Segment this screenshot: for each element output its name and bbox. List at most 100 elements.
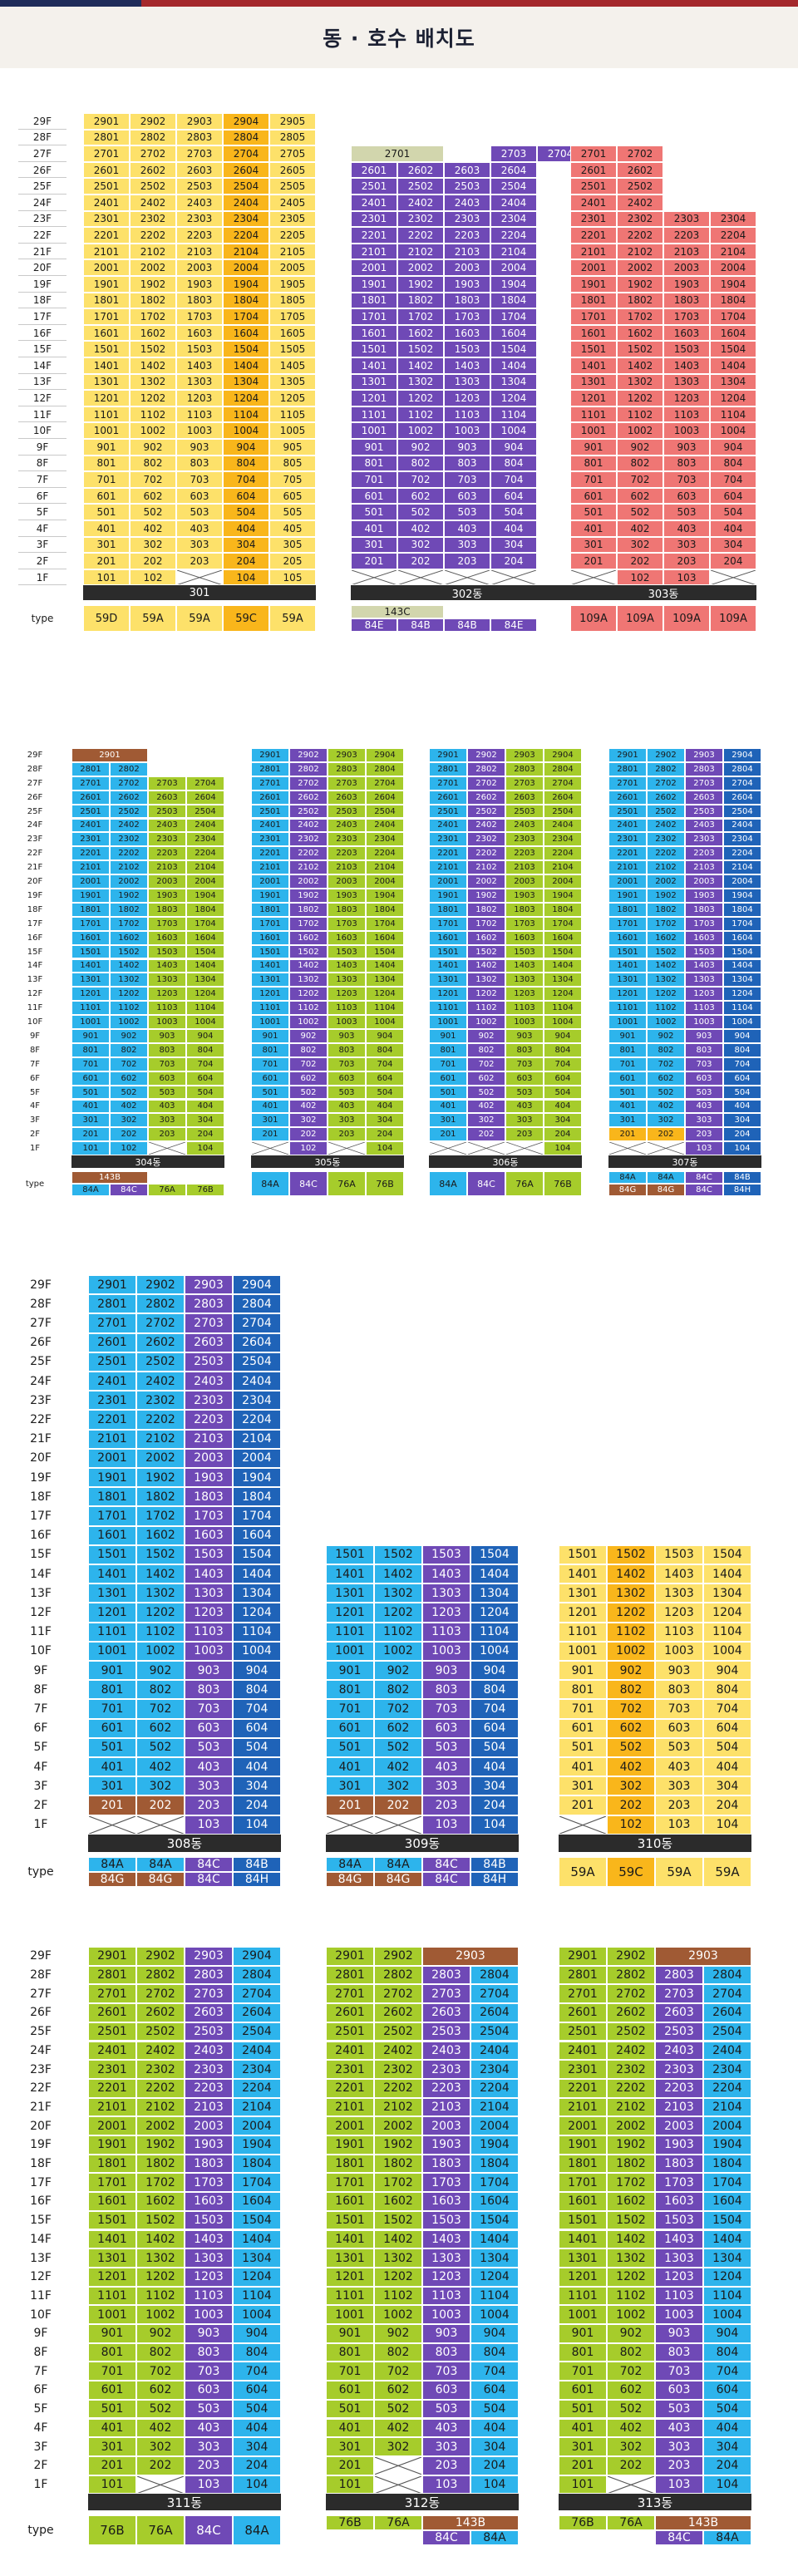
unit-cell[interactable]: 701: [351, 471, 397, 488]
unit-cell[interactable]: 1405: [269, 357, 316, 374]
unit-cell[interactable]: 902: [397, 439, 444, 456]
unit-cell[interactable]: 702: [617, 471, 663, 488]
unit-cell[interactable]: 804: [223, 455, 269, 472]
unit-cell[interactable]: 2203: [505, 846, 544, 861]
unit-cell[interactable]: 304: [470, 1776, 519, 1796]
unit-cell[interactable]: 1304: [366, 973, 404, 988]
unit-cell[interactable]: 2901: [251, 748, 289, 762]
unit-cell[interactable]: 301: [429, 1113, 467, 1128]
unit-cell[interactable]: 501: [326, 1737, 374, 1757]
unit-cell[interactable]: 1201: [559, 1603, 607, 1623]
unit-cell[interactable]: 2501: [608, 804, 647, 819]
unit-cell[interactable]: 2503: [148, 804, 186, 819]
unit-cell[interactable]: 502: [397, 504, 444, 520]
unit-cell[interactable]: 205: [269, 553, 316, 569]
unit-cell[interactable]: 1703: [422, 2173, 470, 2193]
unit-cell[interactable]: 1002: [136, 2305, 185, 2324]
unit-cell[interactable]: 1205: [269, 390, 316, 406]
unit-cell[interactable]: 1502: [617, 341, 663, 357]
unit-cell[interactable]: 2201: [608, 846, 647, 861]
unit-cell[interactable]: 903: [176, 439, 223, 456]
unit-cell[interactable]: 1602: [647, 930, 685, 945]
unit-cell[interactable]: 2703: [328, 776, 366, 791]
unit-cell[interactable]: 802: [130, 455, 176, 472]
unit-cell[interactable]: 2501: [251, 804, 289, 819]
unit-cell[interactable]: 404: [490, 520, 537, 537]
unit-cell[interactable]: 1801: [570, 292, 617, 309]
unit-cell[interactable]: 703: [176, 471, 223, 488]
unit-cell[interactable]: 2102: [607, 2097, 655, 2117]
unit-cell[interactable]: 2302: [617, 210, 663, 228]
unit-cell[interactable]: 602: [647, 1071, 685, 1086]
unit-cell[interactable]: 1303: [505, 973, 544, 988]
unit-cell[interactable]: 2604: [723, 790, 761, 805]
unit-cell[interactable]: 2704: [233, 1984, 281, 2004]
unit-cell[interactable]: 1505: [269, 341, 316, 357]
unit-cell[interactable]: 704: [470, 2362, 519, 2381]
unit-cell[interactable]: 2304: [723, 832, 761, 847]
unit-cell[interactable]: 1802: [397, 292, 444, 309]
unit-cell[interactable]: 1602: [397, 324, 444, 342]
unit-cell[interactable]: 2501: [559, 2022, 607, 2042]
unit-cell[interactable]: 602: [467, 1071, 505, 1086]
unit-cell[interactable]: 604: [490, 487, 537, 505]
unit-cell[interactable]: 1704: [723, 916, 761, 931]
unit-cell[interactable]: 2601: [608, 790, 647, 805]
unit-cell[interactable]: 1303: [176, 373, 223, 391]
unit-cell[interactable]: 1101: [88, 2286, 136, 2306]
unit-cell[interactable]: 1203: [422, 1603, 470, 1623]
unit-cell[interactable]: 2701: [88, 1984, 136, 2004]
unit-cell[interactable]: 2703: [490, 145, 537, 162]
unit-cell[interactable]: 604: [710, 487, 756, 505]
unit-cell[interactable]: 302: [647, 1113, 685, 1128]
unit-cell[interactable]: 601: [429, 1071, 467, 1086]
unit-cell[interactable]: 1202: [136, 2267, 185, 2287]
unit-cell[interactable]: 1302: [374, 1584, 422, 1603]
unit-cell[interactable]: 1004: [490, 422, 537, 439]
unit-cell[interactable]: 2501: [71, 804, 110, 819]
unit-cell[interactable]: 2303: [655, 2060, 703, 2079]
unit-cell[interactable]: 2401: [83, 195, 130, 211]
unit-cell[interactable]: 1501: [570, 341, 617, 357]
unit-cell[interactable]: 1801: [88, 2154, 136, 2174]
unit-cell[interactable]: 504: [233, 2399, 281, 2419]
unit-cell[interactable]: 503: [655, 1737, 703, 1757]
unit-cell[interactable]: 601: [88, 2381, 136, 2400]
unit-unavailable[interactable]: [88, 1815, 136, 1835]
unit-cell[interactable]: 2705: [269, 145, 316, 162]
unit-cell[interactable]: 1804: [703, 2154, 751, 2174]
unit-cell[interactable]: 2601: [88, 1332, 136, 1352]
unit-cell[interactable]: 2402: [607, 2041, 655, 2061]
unit-unavailable[interactable]: [505, 1141, 544, 1156]
unit-cell[interactable]: 2601: [326, 2003, 374, 2022]
unit-cell[interactable]: 301: [559, 2437, 607, 2456]
unit-cell[interactable]: 404: [233, 1757, 281, 1777]
unit-cell[interactable]: 103: [655, 2475, 703, 2495]
unit-cell[interactable]: 2402: [110, 818, 148, 833]
unit-cell[interactable]: 904: [233, 2324, 281, 2343]
unit-cell[interactable]: 2503: [655, 2022, 703, 2042]
unit-cell[interactable]: 2602: [130, 161, 176, 179]
unit-cell[interactable]: 2301: [351, 210, 397, 228]
unit-cell[interactable]: 2102: [397, 243, 444, 260]
unit-cell[interactable]: 2301: [88, 1391, 136, 1411]
unit-cell[interactable]: 701: [608, 1057, 647, 1071]
unit-cell[interactable]: 804: [710, 455, 756, 472]
unit-cell[interactable]: 203: [505, 1127, 544, 1142]
unit-cell[interactable]: 2101: [88, 1429, 136, 1449]
unit-cell[interactable]: 904: [544, 1029, 582, 1043]
unit-cell[interactable]: 2902: [647, 748, 685, 762]
unit-cell[interactable]: 2002: [617, 259, 663, 276]
unit-cell[interactable]: 1301: [71, 973, 110, 988]
unit-cell[interactable]: 502: [617, 504, 663, 520]
unit-cell[interactable]: 1404: [710, 357, 756, 374]
unit-cell[interactable]: 1802: [607, 2154, 655, 2174]
unit-cell[interactable]: 2202: [136, 2078, 185, 2098]
unit-cell[interactable]: 603: [505, 1071, 544, 1086]
unit-cell[interactable]: 1502: [289, 944, 328, 959]
unit-cell[interactable]: 902: [374, 2324, 422, 2343]
unit-cell[interactable]: 1404: [223, 357, 269, 374]
unit-cell[interactable]: 303: [685, 1113, 723, 1128]
unit-cell[interactable]: 1701: [326, 2173, 374, 2193]
unit-cell[interactable]: 802: [110, 1042, 148, 1057]
